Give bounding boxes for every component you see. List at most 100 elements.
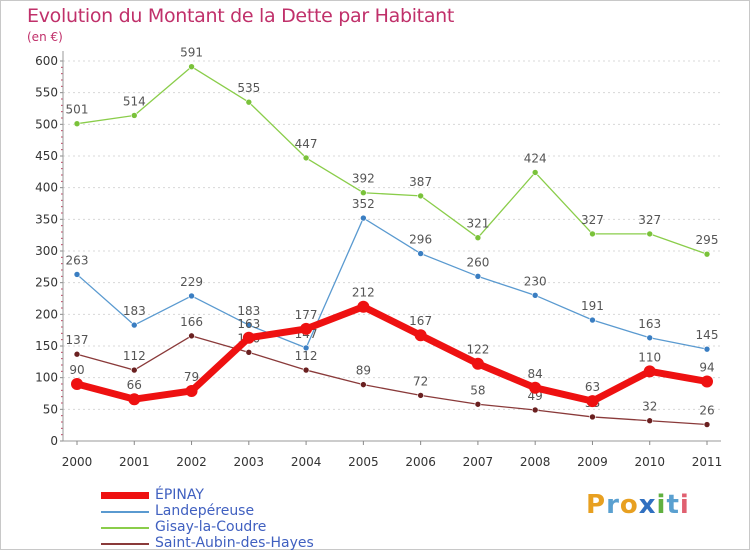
data-label: 72 xyxy=(413,374,428,388)
data-point xyxy=(417,392,424,399)
legend-item-saint-aubin: Saint-Aubin-des-Hayes xyxy=(101,535,361,551)
data-label: 535 xyxy=(237,81,260,95)
legend-swatch-saint-aubin xyxy=(101,543,149,545)
y-tick-label: 550 xyxy=(35,86,58,100)
data-point xyxy=(73,271,81,278)
data-label: 66 xyxy=(127,378,142,392)
chart-title: Evolution du Montant de la Dette par Hab… xyxy=(27,5,455,27)
logo-letter: r xyxy=(606,490,620,520)
data-point xyxy=(589,316,596,324)
legend-label-saint-aubin: Saint-Aubin-des-Hayes xyxy=(155,535,314,551)
data-point xyxy=(128,393,141,406)
data-point xyxy=(357,300,370,313)
data-point xyxy=(130,321,138,329)
y-tick-label: 100 xyxy=(35,371,58,385)
data-label: 94 xyxy=(699,360,714,374)
y-tick-label: 300 xyxy=(35,244,58,258)
data-label: 263 xyxy=(66,253,89,267)
legend-swatch-landepereuse xyxy=(101,511,149,513)
data-point xyxy=(474,273,482,280)
data-point xyxy=(185,384,198,397)
data-label: 145 xyxy=(696,328,719,342)
data-point xyxy=(130,112,138,119)
data-label: 58 xyxy=(470,383,485,397)
y-tick-label: 600 xyxy=(35,54,58,68)
data-point xyxy=(73,350,81,358)
data-label: 183 xyxy=(237,304,260,318)
logo-letter: o xyxy=(619,490,639,520)
data-label: 352 xyxy=(352,197,375,211)
data-label: 166 xyxy=(180,315,203,329)
logo-letter: t xyxy=(666,490,680,520)
data-label: 212 xyxy=(352,286,375,300)
data-point xyxy=(703,421,711,428)
legend-item-epinay: ÉPINAY xyxy=(101,487,361,503)
y-tick-label: 50 xyxy=(43,402,58,416)
data-label: 49 xyxy=(528,389,543,403)
y-tick-label: 250 xyxy=(35,276,58,290)
data-point xyxy=(417,192,424,200)
data-label: 295 xyxy=(696,233,719,247)
logo-letter: x xyxy=(638,490,657,520)
data-label: 229 xyxy=(180,275,203,289)
data-point xyxy=(531,292,539,299)
data-label: 167 xyxy=(409,314,432,328)
x-tick-label: 2008 xyxy=(520,455,551,469)
data-label: 112 xyxy=(295,349,318,363)
logo-letter: P xyxy=(586,490,607,520)
data-label: 591 xyxy=(180,46,203,60)
data-label: 112 xyxy=(123,349,146,363)
legend-label-landepereuse: Landepéreuse xyxy=(155,503,255,519)
data-point xyxy=(302,344,310,352)
data-point xyxy=(71,378,83,390)
data-label: 183 xyxy=(123,304,146,318)
data-point xyxy=(474,400,482,408)
y-tick-label: 350 xyxy=(35,212,58,226)
series-line xyxy=(76,217,708,350)
data-label: 447 xyxy=(295,137,318,151)
x-tick-label: 2002 xyxy=(176,455,207,469)
data-label: 63 xyxy=(585,380,600,394)
x-tick-label: 2004 xyxy=(291,455,322,469)
data-point xyxy=(417,250,424,257)
data-point xyxy=(414,329,427,342)
data-point xyxy=(188,63,195,70)
data-label: 89 xyxy=(356,364,371,378)
data-label: 387 xyxy=(409,175,432,189)
y-tick-label: 500 xyxy=(35,117,58,131)
data-point xyxy=(589,230,596,238)
data-label: 32 xyxy=(642,400,657,414)
data-label: 79 xyxy=(184,370,199,384)
legend-swatch-epinay xyxy=(101,492,149,499)
data-label: 424 xyxy=(524,151,547,165)
data-point xyxy=(245,98,253,106)
data-point xyxy=(586,395,599,408)
data-label: 327 xyxy=(638,213,661,227)
logo-letter: i xyxy=(679,490,690,520)
data-label: 90 xyxy=(69,363,84,377)
data-label: 84 xyxy=(528,367,543,381)
x-tick-label: 2003 xyxy=(234,455,265,469)
legend-label-gisay: Gisay-la-Coudre xyxy=(155,519,267,535)
unit-label: (en €) xyxy=(27,30,63,44)
data-point xyxy=(360,381,367,388)
data-label: 514 xyxy=(123,94,146,108)
data-label: 191 xyxy=(581,299,604,313)
data-point xyxy=(360,214,367,222)
data-label: 327 xyxy=(581,213,604,227)
data-point xyxy=(531,406,539,414)
data-label: 230 xyxy=(524,274,547,288)
x-tick-label: 2009 xyxy=(577,455,608,469)
data-point xyxy=(360,189,367,197)
data-point xyxy=(130,366,138,374)
data-point xyxy=(646,230,654,238)
data-point xyxy=(474,234,482,241)
data-label: 163 xyxy=(638,317,661,331)
data-label: 163 xyxy=(237,317,260,331)
data-label: 296 xyxy=(409,233,432,247)
x-tick-label: 2007 xyxy=(463,455,494,469)
data-point xyxy=(302,366,310,374)
x-tick-label: 2000 xyxy=(62,455,93,469)
